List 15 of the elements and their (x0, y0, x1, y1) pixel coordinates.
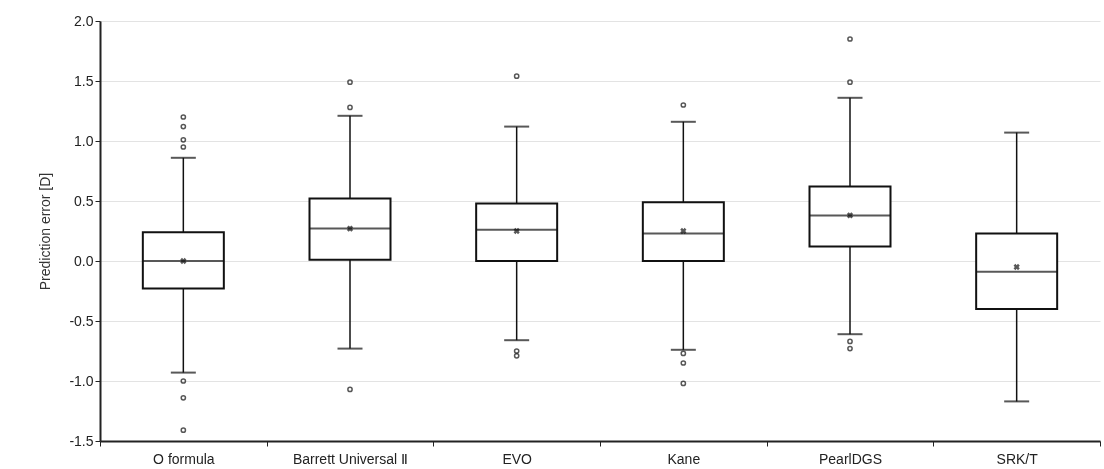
x-tick-label: O formula (153, 450, 215, 467)
x-tick-label: EVO (502, 450, 533, 467)
x-tick-label: PearlDGS (818, 450, 883, 467)
y-tick-label: -1.0 (69, 372, 94, 389)
y-tick-label: 0.0 (74, 252, 94, 269)
x-tick-label: Kane (667, 450, 701, 467)
y-tick-label: 1.5 (74, 72, 94, 89)
y-tick-label: 2.0 (74, 12, 94, 29)
y-axis-title: Prediction error [D] (37, 172, 54, 291)
x-tick-label: Barrett Universal Ⅱ (292, 450, 409, 467)
x-tick-label: SRK/T (996, 450, 1039, 467)
y-tick-label: 0.5 (74, 192, 94, 209)
y-tick-label: -0.5 (69, 312, 94, 329)
y-tick-label: -1.5 (69, 432, 94, 449)
y-tick-label: 1.0 (74, 132, 94, 149)
